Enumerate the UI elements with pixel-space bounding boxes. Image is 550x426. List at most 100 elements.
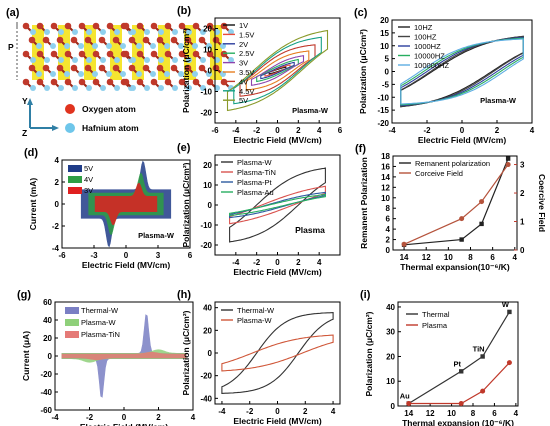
oxygen-legend-dot (65, 104, 75, 114)
hafnium-atom (92, 71, 98, 77)
oxygen-atom (106, 78, 114, 86)
hafnium-atom (106, 43, 112, 49)
hafnium-atom (114, 85, 120, 91)
hafnium-atom (172, 57, 178, 63)
data-point-circle (401, 241, 407, 247)
legend-label-Thermal: Thermal (422, 310, 450, 319)
oxygen-atom (98, 64, 106, 72)
x-axis-title: Electric Field (MV/cm) (233, 135, 321, 145)
oxygen-atom (50, 78, 58, 86)
hafnium-atom (100, 29, 106, 35)
oxygen-atom (56, 36, 64, 44)
y-tick-label: 10 (203, 181, 212, 190)
series-loop-4V (239, 44, 316, 97)
y-tick-label: -40 (200, 394, 212, 403)
plot-area-c (400, 35, 524, 108)
x-tick-label: -2 (246, 407, 254, 416)
x-tick-label: 0 (275, 258, 280, 267)
hafnium-atom (186, 57, 192, 63)
oxygen-atom (56, 64, 64, 72)
x-tick-label: 2 (296, 258, 301, 267)
oxygen-atom (192, 50, 200, 58)
oxygen-atom (156, 36, 164, 44)
x-tick-label: 2 (296, 126, 301, 135)
y-tick-label: 10 (386, 377, 395, 386)
oxygen-atom (78, 22, 86, 30)
oxygen-atom (36, 50, 44, 58)
oxygen-atom (122, 50, 130, 58)
legend-label-1V: 1V (239, 21, 248, 30)
legend-label-3.5V: 3.5V (239, 68, 254, 77)
oxygen-atom (42, 36, 50, 44)
data-point-circle (480, 388, 486, 394)
series-loop-3.5V (245, 50, 310, 91)
crystal-structure-image (22, 22, 234, 91)
y-tick-label: 10 (203, 46, 212, 55)
polarization-arrow-label: P (8, 42, 14, 52)
x-tick-label: -4 (388, 126, 396, 135)
y-tick-label: 0 (48, 352, 53, 361)
hafnium-atom (200, 29, 206, 35)
oxygen-atom (164, 50, 172, 58)
panel-label-b: (b) (177, 5, 191, 17)
legend-swatch-5V (68, 165, 82, 172)
y-tick-label: 0 (391, 402, 396, 411)
hafnium-atom (228, 85, 234, 91)
y-tick-label: 15 (380, 29, 389, 38)
data-point-square (507, 309, 512, 315)
x-tick-label: 0 (275, 407, 280, 416)
y-tick-label: 12 (381, 183, 390, 192)
legend-label-2V: 2V (239, 40, 248, 49)
data-point-circle (506, 360, 512, 366)
oxygen-atom (36, 78, 44, 86)
legend-label-Thermal-W: Thermal-W (237, 306, 275, 315)
y-tick-label: 14 (381, 173, 390, 182)
data-point-circle (458, 401, 464, 406)
y-tick-label: -20 (40, 370, 52, 379)
legend-d: 5V 4V 3V (68, 164, 93, 195)
plot-area-d (80, 160, 172, 248)
y-tick-label: 0 (208, 67, 213, 76)
annotation-d: Plasma-W (138, 231, 175, 240)
oxygen-atom (150, 22, 158, 30)
x-tick-label: 4 (530, 126, 535, 135)
hafnium-atom (186, 85, 192, 91)
oxygen-atom (150, 50, 158, 58)
legend-i: Thermal Plasma (406, 310, 450, 330)
legend-label-5V: 5V (84, 164, 93, 173)
x-tick-label: -2 (253, 258, 261, 267)
panel-label-d: (d) (24, 147, 38, 159)
oxygen-atom (220, 50, 228, 58)
hafnium-atom (200, 57, 206, 63)
y2-tick-label: 0 (520, 246, 525, 255)
oxygen-atom (170, 36, 178, 44)
x-tick-label: 12 (426, 409, 435, 418)
annotation-b: Plasma-W (292, 106, 329, 115)
oxygen-atom (92, 22, 100, 30)
hafnium-atom (86, 29, 92, 35)
x-tick-label: 8 (468, 253, 473, 262)
hafnium-atom (120, 71, 126, 77)
x-tick-label: 10 (444, 253, 453, 262)
x-tick-label: 0 (122, 413, 127, 422)
oxygen-atom (170, 64, 178, 72)
x-tick-label: 4 (317, 258, 322, 267)
series-line-Remanent polarization (404, 158, 509, 246)
y-axis-letter: Y (22, 96, 28, 106)
y-tick-label: 20 (380, 16, 389, 25)
hafnium-atom (192, 71, 198, 77)
oxygen-atom (106, 22, 114, 30)
hafnium-atom (158, 57, 164, 63)
hafnium-atom (144, 57, 150, 63)
oxygen-atom (64, 50, 72, 58)
plot-area-i (406, 309, 512, 406)
panel-a-structure: (a) P Y Z Oxygen atom Hafnium atom (6, 7, 234, 138)
hafnium-legend-dot (65, 123, 75, 133)
x-tick-label: 14 (404, 409, 413, 418)
plot-area-g (61, 314, 187, 398)
legend-label-4.5V: 4.5V (239, 87, 254, 96)
